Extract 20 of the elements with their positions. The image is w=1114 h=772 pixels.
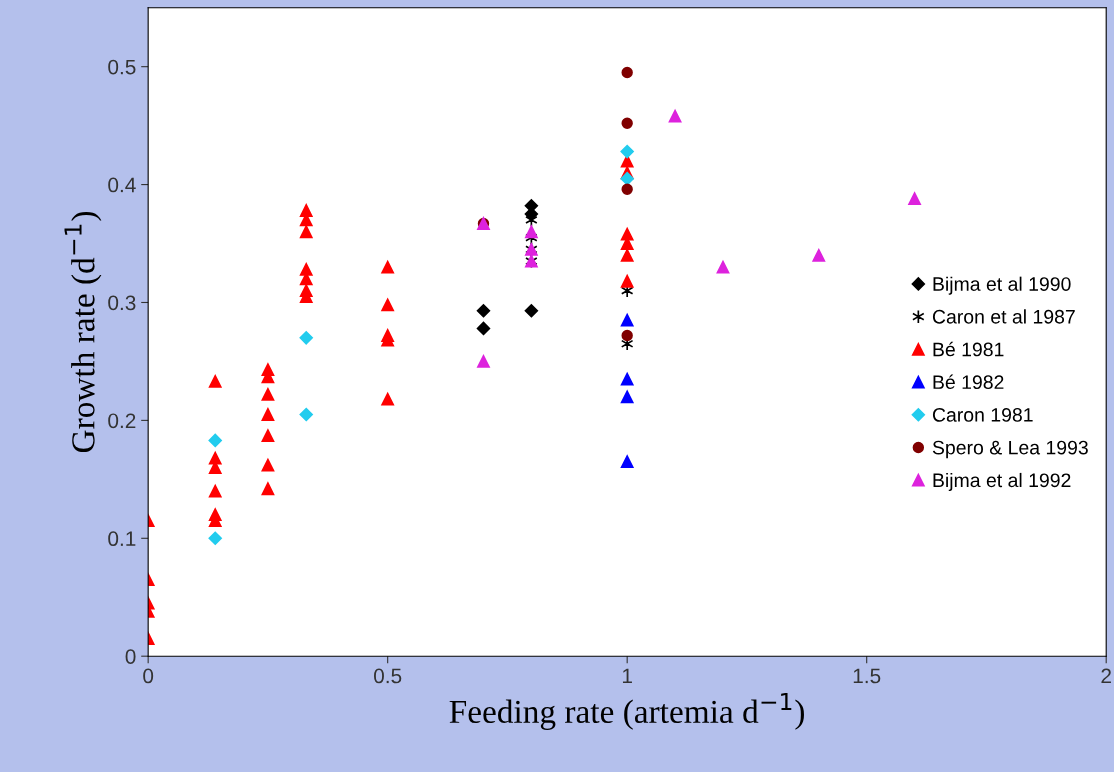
y-tick-label: 0.3 [108,295,136,311]
legend-label: Bé 1981 [933,341,1004,357]
x-axis-title: Feeding rate (artemia d$^{−1}$) [449,692,804,730]
legend-label: Bijma et al 1990 [933,276,1071,295]
legend-label: Caron 1981 [932,408,1033,422]
legend-label: Bé 1982 [933,374,1004,390]
legend-label: Spero & Lea 1993 [932,440,1088,459]
y-tick-label: 0.5 [108,59,136,75]
x-tick-label: 0 [143,668,154,684]
y-tick-label: 0.2 [108,413,136,429]
x-tick-label: 0.5 [374,668,402,684]
y-tick-label: 0 [125,649,136,664]
legend-label: Bijma et al 1992 [933,472,1071,492]
x-tick-label: 2 [1101,668,1111,684]
legend-label: Caron et al 1987 [932,309,1075,324]
y-tick-label: 0.1 [108,531,136,547]
y-axis-title: Growth rate (d$^{−1}$) [64,211,102,453]
y-tick-label: 0.4 [108,177,136,193]
x-tick-label: 1.5 [853,668,881,684]
x-tick-label: 1 [622,668,632,684]
